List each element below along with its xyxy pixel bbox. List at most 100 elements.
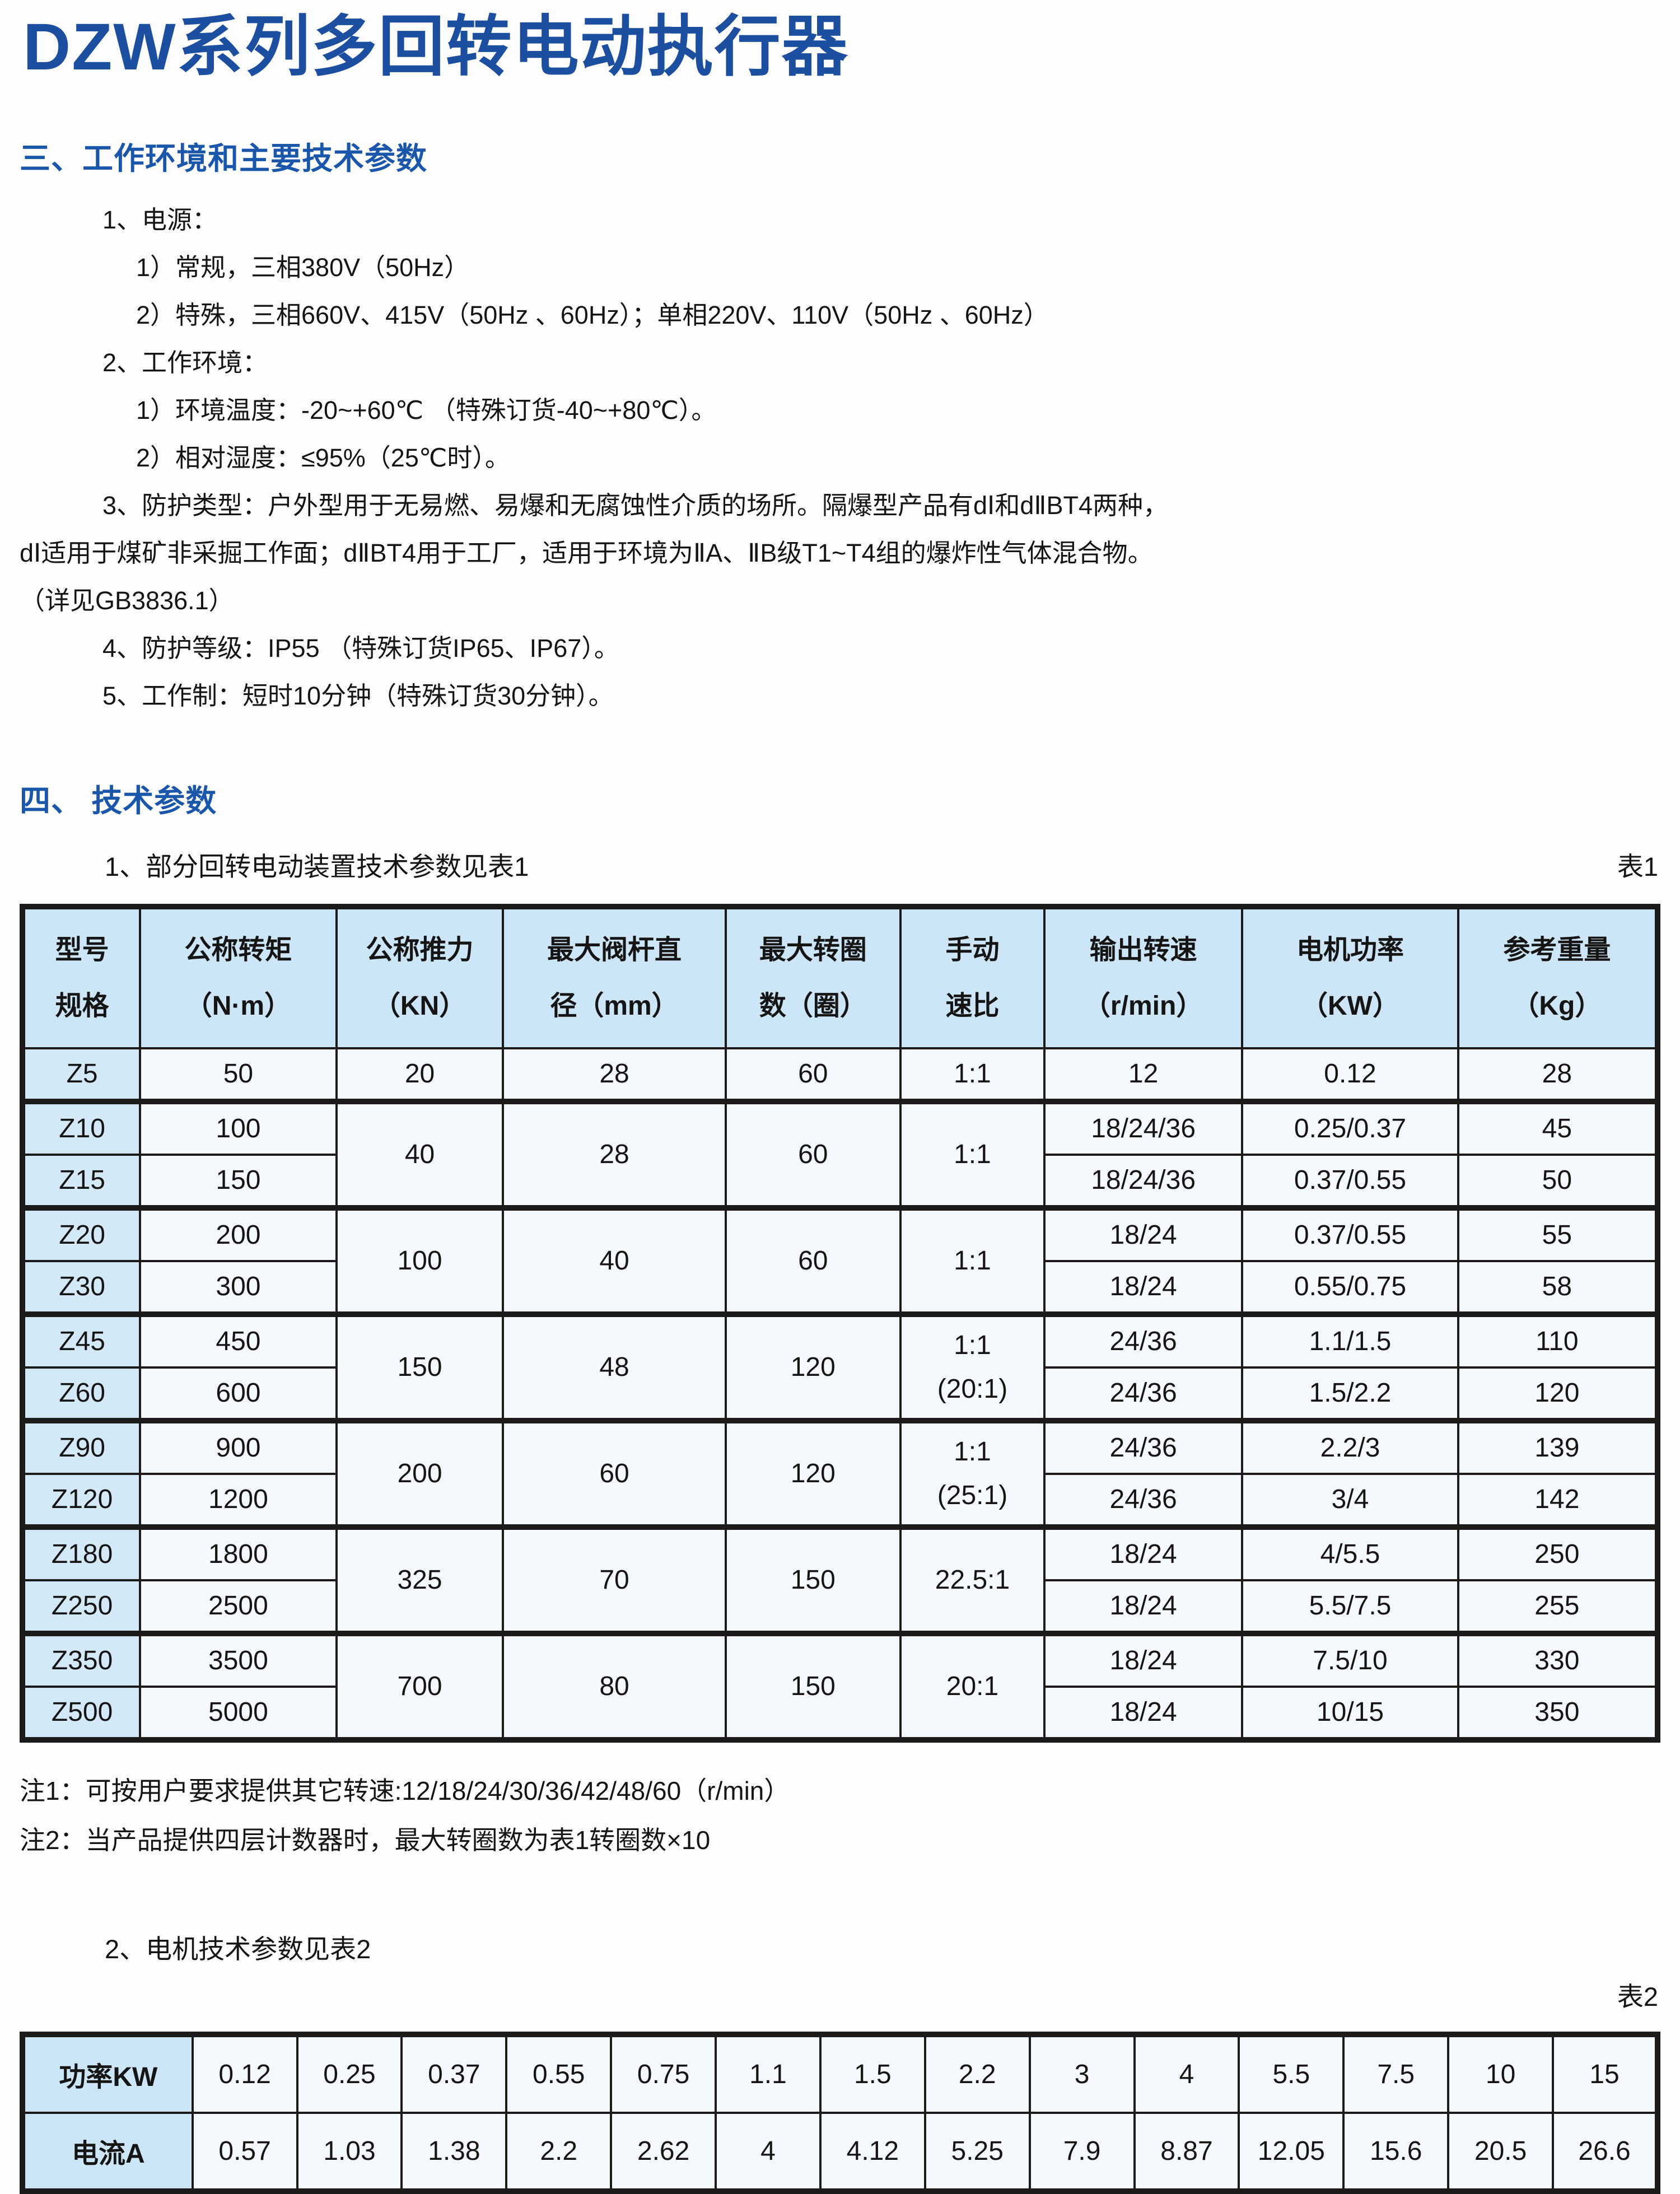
- note-line: 注2：当产品提供四层计数器时，最大转圈数为表1转圈数×10: [20, 1825, 711, 1855]
- table-row: Z10 100 40 28 60 1:1 18/24/36 0.25/0.37 …: [21, 1100, 1659, 1211]
- t1-model-cell: Z45: [21, 1313, 142, 1369]
- t1-cell: 2.2/3: [1241, 1419, 1459, 1475]
- header-line: 最大阀杆直: [547, 935, 682, 965]
- t2-cell: 0.12: [191, 2033, 298, 2114]
- t1-cell: 0.25/0.37: [1241, 1100, 1459, 1156]
- t1-header-turns: 最大转圈 数（圈）: [724, 905, 902, 1049]
- t1-header-stem: 最大阀杆直径（mm）: [502, 905, 727, 1049]
- table-row: Z45 450 150 48 120 1:1 (20:1) 24/36 1.1/…: [21, 1313, 1659, 1423]
- t1-cell: 1:1 (20:1): [899, 1313, 1046, 1423]
- t1-cell: 142: [1457, 1472, 1659, 1530]
- t1-model-cell: Z500: [21, 1685, 142, 1741]
- table1-caption: 1、部分回转电动装置技术参数见表1: [105, 851, 529, 881]
- t1-cell: 150: [139, 1153, 338, 1211]
- table-row: Z5 50 20 28 60 1:1 12 0.12 28: [21, 1047, 1659, 1104]
- t1-cell: 325: [335, 1525, 505, 1636]
- t1-header-thrust: 公称推力 （KN）: [335, 905, 505, 1049]
- t2-cell: 0.37: [400, 2033, 508, 2114]
- t1-cell: 1200: [139, 1472, 338, 1530]
- t2-header-current: 电流A: [21, 2111, 194, 2192]
- t2-cell: 15: [1552, 2033, 1659, 2114]
- t1-header-torque: 公称转矩 （N·m）: [139, 905, 338, 1049]
- t2-cell: 12.05: [1238, 2111, 1345, 2192]
- t2-cell: 26.6: [1552, 2111, 1659, 2192]
- t1-cell: 10/15: [1241, 1685, 1459, 1741]
- table1-caption-row: 1、部分回转电动装置技术参数见表1 表1: [20, 845, 1660, 884]
- t1-cell: 1.1/1.5: [1241, 1313, 1459, 1369]
- text-line: （详见GB3836.1）: [20, 586, 234, 615]
- t1-cell: 20: [335, 1047, 505, 1104]
- text-line: 2、工作环境：: [102, 348, 268, 377]
- header-line: 径（mm）: [550, 991, 679, 1021]
- text-line: 2）相对湿度：≤95%（25℃时）。: [136, 443, 510, 472]
- t1-cell: 700: [335, 1632, 505, 1741]
- header-line: （KN）: [373, 991, 466, 1021]
- t1-cell: 150: [724, 1632, 902, 1741]
- text-line: 1）常规，三相380V（50Hz）: [136, 253, 470, 282]
- header-line: 电机功率: [1296, 935, 1404, 965]
- t2-cell: 3: [1028, 2033, 1136, 2114]
- t1-cell: 4/5.5: [1241, 1525, 1459, 1581]
- header-line: 手动: [945, 935, 1000, 965]
- t1-cell: 200: [139, 1206, 338, 1262]
- t1-cell: 50: [139, 1047, 338, 1104]
- t1-cell: 45: [1457, 1100, 1659, 1156]
- t1-model-cell: Z350: [21, 1632, 142, 1688]
- t1-cell: 139: [1457, 1419, 1659, 1475]
- t1-model-cell: Z5: [21, 1047, 142, 1104]
- text-line: dⅠ适用于煤矿非采掘工作面；dⅡBT4用于工厂，适用于环境为ⅡA、ⅡB级T1~T…: [20, 538, 1153, 567]
- t1-cell: 3/4: [1241, 1472, 1459, 1530]
- t1-model-cell: Z30: [21, 1259, 142, 1317]
- t1-model-cell: Z10: [21, 1100, 142, 1156]
- t1-cell: 60: [724, 1047, 902, 1104]
- t1-header-model: 型号 规格: [21, 905, 142, 1049]
- t1-model-cell: Z20: [21, 1206, 142, 1262]
- header-line: 速比: [945, 991, 1000, 1021]
- t1-cell: 0.37/0.55: [1241, 1206, 1459, 1262]
- t1-cell: 20:1: [899, 1632, 1046, 1741]
- t2-cell: 7.9: [1028, 2111, 1136, 2192]
- t1-cell: 1:1: [899, 1047, 1046, 1104]
- t2-cell: 2.2: [923, 2033, 1031, 2114]
- text-line: 3、防护类型：户外型用于无易燃、易爆和无腐蚀性介质的场所。隔爆型产品有dⅠ和dⅡ…: [102, 491, 1169, 520]
- t1-header-ratio: 手动 速比: [899, 905, 1046, 1049]
- t1-cell: 18/24: [1043, 1206, 1244, 1262]
- table2: 功率KW 0.12 0.25 0.37 0.55 0.75 1.1 1.5 2.…: [20, 2031, 1660, 2194]
- t1-cell: 100: [335, 1206, 505, 1317]
- t1-cell: 60: [724, 1100, 902, 1211]
- header-line: 输出转速: [1089, 935, 1197, 965]
- t1-cell: 18/24: [1043, 1259, 1244, 1317]
- t1-cell: 3500: [139, 1632, 338, 1688]
- table-row: Z15 150 18/24/36 0.37/0.55 50: [21, 1153, 1659, 1211]
- t2-cell: 0.57: [191, 2111, 298, 2192]
- header-line: 参考重量: [1503, 935, 1611, 965]
- t1-cell: 70: [502, 1525, 727, 1636]
- t1-cell: 150: [724, 1525, 902, 1636]
- t2-cell: 1.03: [296, 2111, 403, 2192]
- t1-model-cell: Z15: [21, 1153, 142, 1211]
- t1-cell: 100: [139, 1100, 338, 1156]
- header-line: 公称推力: [366, 935, 474, 965]
- table-row: Z60 600 24/36 1.5/2.2 120: [21, 1366, 1659, 1423]
- t2-cell: 2.2: [505, 2111, 613, 2192]
- t1-model-cell: Z180: [21, 1525, 142, 1581]
- t1-cell: 255: [1457, 1579, 1659, 1636]
- t1-cell: 24/36: [1043, 1472, 1244, 1530]
- t1-cell: 7.5/10: [1241, 1632, 1459, 1688]
- t1-cell: 28: [502, 1100, 727, 1211]
- t2-cell: 2.62: [610, 2111, 717, 2192]
- t2-cell: 1.38: [400, 2111, 508, 2192]
- t1-cell: 18/24/36: [1043, 1100, 1244, 1156]
- t1-cell: 24/36: [1043, 1419, 1244, 1475]
- note-line: 注1：可按用户要求提供其它转速:12/18/24/30/36/42/48/60（…: [20, 1776, 790, 1805]
- header-line: 最大转圈: [759, 935, 867, 965]
- header-line: 规格: [55, 991, 109, 1021]
- t1-model-cell: Z250: [21, 1579, 142, 1636]
- t1-cell: 24/36: [1043, 1366, 1244, 1423]
- t2-cell: 8.87: [1133, 2111, 1240, 2192]
- header-line: （N·m）: [185, 991, 292, 1021]
- t1-cell: 350: [1457, 1685, 1659, 1741]
- t1-cell: 5.5/7.5: [1241, 1579, 1459, 1636]
- t1-cell: 5000: [139, 1685, 338, 1741]
- table2-label: 表2: [1617, 1981, 1658, 2011]
